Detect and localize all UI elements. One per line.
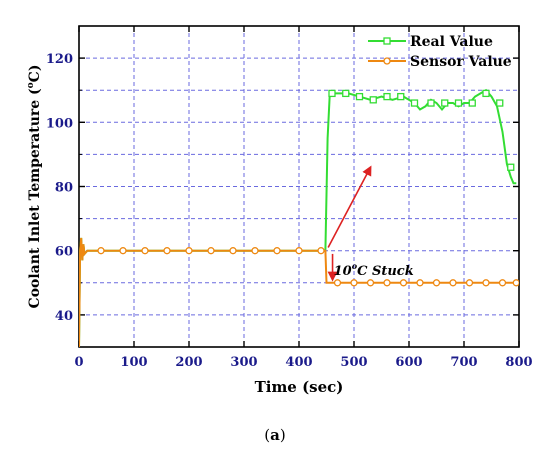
y-axis-label-sup: o: [26, 82, 36, 88]
series-marker-1: [366, 279, 375, 287]
series-marker-1: [185, 247, 193, 255]
series-marker-1: [333, 279, 342, 287]
x-tick-label: 600: [395, 355, 422, 370]
axes: 0 100 200 300 400 500 600 700 800 40 60 80 100 120 Tim…: [26, 25, 533, 396]
y-tick-label: 40: [55, 309, 73, 324]
x-tick-label: 100: [120, 355, 147, 370]
annotation-label: 10oC Stuck: [334, 261, 414, 279]
series-marker-0: [482, 89, 490, 98]
figure-caption: (a): [0, 426, 550, 444]
legend: Real Value Sensor Value: [368, 34, 512, 70]
x-axis-label: Time (sec): [255, 378, 344, 396]
grid-lines: [79, 26, 519, 347]
annotation-text-main: 10: [334, 264, 352, 279]
series-marker-0: [397, 92, 405, 101]
series-marker-1: [383, 279, 391, 287]
y-axis-label-end: C): [27, 65, 43, 83]
series-marker-1: [512, 279, 519, 287]
series-marker-1: [432, 279, 441, 287]
series-marker-1: [482, 279, 490, 287]
series-marker-1: [498, 279, 507, 287]
series-marker-1: [163, 247, 171, 255]
x-tick-label: 800: [505, 355, 532, 370]
y-tick-label: 120: [46, 52, 73, 67]
series-marker-0: [410, 99, 419, 107]
chart: 0 100 200 300 400 500 600 700 800 40 60 80 100 120 Tim…: [26, 25, 533, 396]
series-marker-0: [496, 99, 504, 107]
y-tick-label: 60: [55, 245, 73, 260]
series-marker-1: [295, 247, 303, 255]
x-tick-label: 200: [175, 355, 202, 370]
series-layer: [79, 88, 519, 347]
legend-label: Real Value: [410, 34, 493, 50]
caption-close: ): [279, 426, 286, 444]
y-tick-label: 80: [55, 181, 73, 196]
series-marker-1: [207, 247, 215, 255]
series-marker-1: [416, 279, 424, 287]
series-marker-1: [141, 247, 149, 255]
series-marker-0: [355, 92, 364, 101]
x-tick-label: 500: [340, 355, 367, 370]
y-axis-label: Coolant Inlet Temperature (oC): [26, 65, 43, 309]
legend-swatch-marker: [383, 37, 391, 45]
legend-label: Sensor Value: [410, 54, 512, 70]
annotations: 10oC Stuck: [327, 165, 414, 282]
series-marker-0: [427, 99, 435, 107]
x-tick-label: 700: [450, 355, 477, 370]
legend-swatch-marker: [383, 57, 391, 65]
series-marker-1: [317, 247, 325, 255]
x-tick-label: 300: [230, 355, 257, 370]
series-marker-0: [383, 92, 391, 101]
series-marker-1: [449, 279, 457, 287]
series-marker-0: [441, 99, 449, 107]
series-marker-0: [342, 89, 350, 98]
series-marker-0: [369, 96, 377, 104]
series-marker-1: [273, 247, 281, 255]
caption-letter: a: [270, 426, 280, 444]
series-marker-0: [507, 163, 515, 171]
series-marker-1: [229, 247, 237, 255]
x-tick-label: 400: [285, 355, 312, 370]
annotation-arrow: [327, 165, 372, 248]
annotation-text-sup: o: [352, 261, 358, 271]
series-marker-1: [465, 279, 474, 287]
series-marker-0: [468, 99, 476, 107]
annotation-text-end: C Stuck: [357, 264, 414, 279]
series-marker-1: [251, 247, 259, 255]
caption-open: (: [264, 426, 271, 444]
series-marker-1: [119, 247, 127, 255]
series-marker-1: [97, 247, 105, 255]
series-marker-0: [328, 89, 336, 98]
y-axis-label-main: Coolant Inlet Temperature (: [27, 88, 43, 308]
series-marker-0: [454, 99, 463, 107]
y-tick-label: 100: [46, 116, 73, 131]
series-marker-1: [399, 279, 408, 287]
x-tick-label: 0: [74, 355, 83, 370]
series-marker-1: [350, 279, 358, 287]
